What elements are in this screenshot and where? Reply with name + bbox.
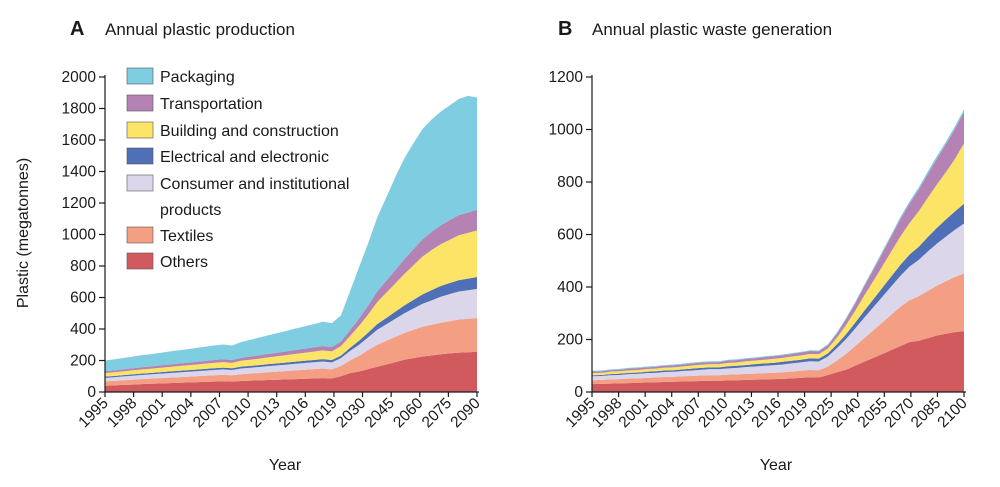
x-tick-label: 2045 <box>362 395 398 431</box>
legend-swatch-consumer-and-institutional-products <box>126 174 154 192</box>
panel-a-letter: A <box>70 18 84 40</box>
panel-a-y-axis-title: Plastic (megatonnes) <box>15 158 32 308</box>
legend-swatch-textiles <box>126 226 154 244</box>
legend-swatch-building-and-construction <box>126 121 154 139</box>
x-tick-label: 2075 <box>419 395 455 431</box>
y-tick-label: 800 <box>557 174 583 191</box>
legend-swatch-packaging <box>126 67 154 85</box>
area-packaging <box>105 95 477 372</box>
legend-swatch-transportation <box>126 94 154 112</box>
x-tick-label: 1998 <box>589 395 625 431</box>
area-electrical-and-electronic <box>105 277 477 378</box>
legend-label-consumer-and-institutional-products-line2: products <box>160 202 221 219</box>
x-tick-label: 2013 <box>247 395 283 431</box>
x-tick-label: 2007 <box>669 395 705 431</box>
legend-label-transportation: Transportation <box>160 96 263 113</box>
y-tick-label: 1200 <box>62 195 97 212</box>
area-others <box>592 331 964 392</box>
y-tick-label: 800 <box>70 258 96 275</box>
area-textiles <box>592 273 964 385</box>
y-tick-label: 2000 <box>62 69 97 86</box>
x-tick-label: 2004 <box>161 395 198 432</box>
panel-a-x-axis-title: Year <box>269 457 302 474</box>
x-tick-label: 2001 <box>133 395 169 431</box>
legend-label-textiles: Textiles <box>160 228 213 245</box>
x-tick-label: 2060 <box>390 395 427 432</box>
x-tick-label: 2004 <box>642 395 679 432</box>
y-tick-label: 1000 <box>549 122 584 139</box>
x-tick-label: 2070 <box>881 395 918 432</box>
area-consumer-and-institutional-products <box>105 288 477 382</box>
legend-label-packaging: Packaging <box>160 69 235 86</box>
x-tick-label: 1995 <box>75 395 111 431</box>
x-tick-label: 2001 <box>616 395 652 431</box>
legend: Packaging Transportation Building and cons… <box>126 67 349 271</box>
y-tick-label: 200 <box>557 332 583 349</box>
area-consumer-and-institutional-products <box>592 223 964 381</box>
y-tick-label: 600 <box>557 227 583 244</box>
area-building-and-construction <box>592 143 964 376</box>
y-tick-label: 1800 <box>62 101 97 118</box>
x-tick-label: 2030 <box>333 395 370 432</box>
x-tick-label: 2040 <box>828 395 865 432</box>
x-tick-label: 2010 <box>695 395 732 432</box>
panel-b-title: Annual plastic waste generation <box>592 20 832 39</box>
legend-label-others: Others <box>160 254 208 271</box>
area-building-and-construction <box>105 230 477 377</box>
y-tick-label: 0 <box>87 384 96 401</box>
area-transportation <box>105 209 477 374</box>
panel-b-areas <box>592 109 964 392</box>
y-tick-label: 400 <box>557 279 583 296</box>
x-tick-label: 2085 <box>908 395 944 431</box>
x-tick-label: 2090 <box>447 395 484 432</box>
legend-swatch-others <box>126 252 154 270</box>
legend-label-consumer-and-institutional-products: Consumer and institutional <box>160 176 349 193</box>
x-tick-label: 2100 <box>934 395 971 432</box>
x-tick-label: 2019 <box>775 395 811 431</box>
y-tick-label: 400 <box>70 321 96 338</box>
area-others <box>105 351 477 392</box>
panel-a-title: Annual plastic production <box>105 20 295 39</box>
legend-label-building-and-construction: Building and construction <box>160 123 339 140</box>
y-tick-label: 600 <box>70 290 96 307</box>
x-tick-label: 2055 <box>855 395 891 431</box>
y-tick-label: 200 <box>70 353 96 370</box>
panel-b-x-axis-title: Year <box>760 457 793 474</box>
y-tick-label: 1400 <box>62 164 97 181</box>
x-tick-label: 2016 <box>748 395 784 431</box>
x-tick-label: 2013 <box>722 395 758 431</box>
legend-label-electrical-and-electronic: Electrical and electronic <box>160 149 329 166</box>
x-tick-label: 2025 <box>802 395 838 431</box>
x-tick-label: 1995 <box>562 395 598 431</box>
y-tick-label: 1200 <box>549 69 584 86</box>
x-tick-label: 2016 <box>276 395 312 431</box>
panel-a: A Annual plastic production 0 200 400 600 80… <box>15 18 484 474</box>
area-transportation <box>592 111 964 374</box>
x-tick-label: 2019 <box>304 395 340 431</box>
x-tick-label: 1998 <box>104 395 140 431</box>
x-tick-label: 2010 <box>219 395 256 432</box>
legend-swatch-electrical-and-electronic <box>126 147 154 165</box>
y-tick-label: 1000 <box>62 227 97 244</box>
y-tick-label: 0 <box>574 384 583 401</box>
panel-b: B Annual plastic waste generation 0 200 40… <box>549 18 972 474</box>
panel-a-areas <box>105 95 477 392</box>
x-tick-label: 2007 <box>190 395 226 431</box>
area-textiles <box>105 317 477 386</box>
y-tick-label: 1600 <box>62 132 97 149</box>
panel-b-letter: B <box>558 18 572 40</box>
